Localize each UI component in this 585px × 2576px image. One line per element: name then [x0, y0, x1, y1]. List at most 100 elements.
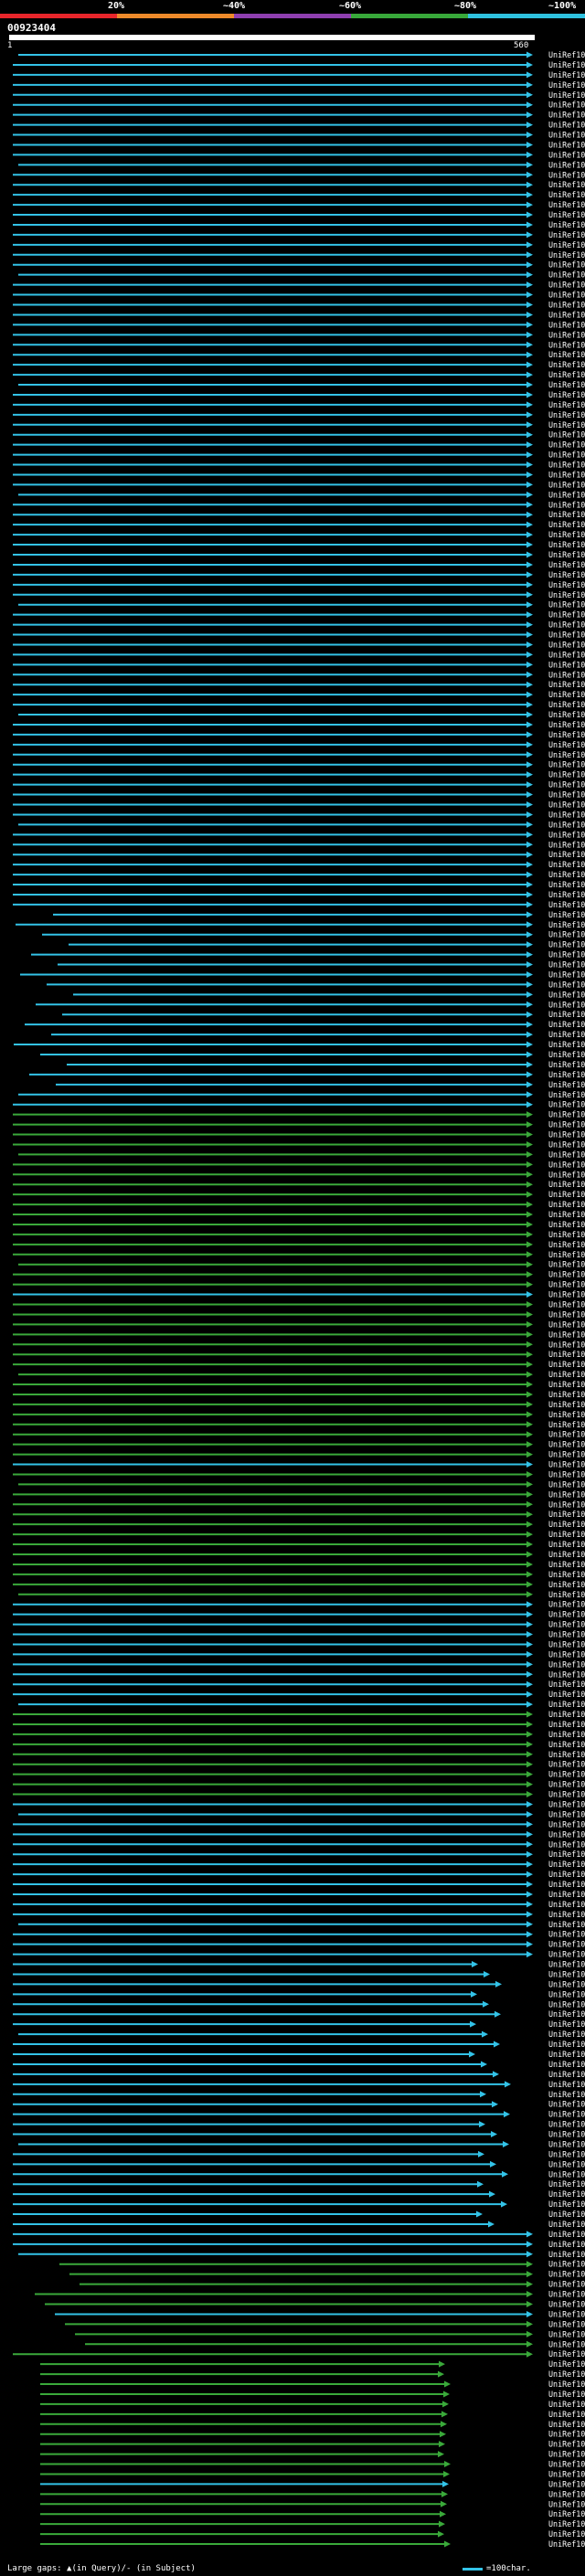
hit-label[interactable]: UniRef100_Q10786 [548, 2230, 585, 2239]
hit-label[interactable]: UniRef100_Q22546 [548, 2369, 585, 2379]
hit-label[interactable]: UniRef100_Q8RNE0 [548, 730, 585, 739]
hit-label[interactable]: UniRef100_Q04450 [548, 430, 585, 440]
hit-label[interactable]: UniRef100_B6RM29 [548, 2300, 585, 2309]
hit-label[interactable]: UniRef100_A9NM11 [548, 1720, 585, 1729]
hit-label[interactable]: UniRef100_Q9ZSS0 [548, 1819, 585, 1829]
hit-label[interactable]: UniRef100_A8XP95 [548, 1350, 585, 1359]
hit-label[interactable]: UniRef100_Q42915 [548, 1020, 585, 1029]
hit-label[interactable]: UniRef100_P9HU12 [548, 2220, 585, 2229]
hit-label[interactable]: UniRef100_Q84NG4 [548, 1080, 585, 1089]
hit-label[interactable]: UniRef100_P10797 [548, 230, 585, 239]
hit-label[interactable]: UniRef100_A9NQ48 [548, 2450, 585, 2459]
hit-label[interactable]: UniRef100_Q9SW02 [548, 1489, 585, 1499]
hit-label[interactable]: UniRef100_P07089 [548, 1090, 585, 1099]
hit-label[interactable]: UniRef100_P00875 [548, 451, 585, 460]
hit-label[interactable]: UniRef100_A8XP21 [548, 1390, 585, 1399]
hit-label[interactable]: UniRef100_A9YTZ9 [548, 770, 585, 779]
hit-label[interactable]: UniRef100_B6RH34 [548, 2339, 585, 2348]
hit-label[interactable]: UniRef100_P19300 [548, 1370, 585, 1379]
hit-label[interactable]: UniRef100_P37180 [548, 1100, 585, 1109]
hit-label[interactable]: UniRef100_A1YN03 [548, 570, 585, 579]
hit-label[interactable]: UniRef100_Q49131 [548, 2479, 585, 2488]
hit-label[interactable]: UniRef100_Q9SEB8 [548, 210, 585, 219]
hit-label[interactable]: UniRef100_Q9SDY9 [548, 1829, 585, 1839]
hit-label[interactable]: UniRef100_Q39747 [548, 990, 585, 999]
hit-label[interactable]: UniRef100_Q48555 [548, 1150, 585, 1159]
hit-label[interactable]: UniRef100_Q9SWR0 [548, 1710, 585, 1719]
hit-label[interactable]: UniRef100_Q6TLY2 [548, 170, 585, 179]
hit-label[interactable]: UniRef100_Q9ZWG1 [548, 1989, 585, 1998]
hit-label[interactable]: UniRef100_Q16525 [548, 1250, 585, 1259]
hit-label[interactable]: UniRef100_P08135 [548, 640, 585, 649]
hit-label[interactable]: UniRef100_Q9ZS52 [548, 1850, 585, 1859]
hit-label[interactable]: UniRef100_Q40004 [548, 1469, 585, 1479]
hit-label[interactable]: UniRef100_P07129 [548, 560, 585, 569]
hit-label[interactable]: UniRef100_P69250 [548, 690, 585, 699]
hit-label[interactable]: UniRef100_Q9ZWE7 [548, 1560, 585, 1569]
hit-label[interactable]: UniRef100_Q38793 [548, 2390, 585, 2399]
hit-label[interactable]: UniRef100_A9PJN7 [548, 1130, 585, 1140]
hit-label[interactable]: UniRef100_P22433 [548, 520, 585, 529]
hit-label[interactable]: UniRef100_P16032 [548, 620, 585, 630]
hit-label[interactable]: UniRef100_Q10791 [548, 2159, 585, 2168]
hit-label[interactable]: UniRef100_A9NML5 [548, 1659, 585, 1669]
hit-label[interactable]: UniRef100_Q2PW45 [548, 2410, 585, 2419]
hit-label[interactable]: UniRef100_P00868 [548, 1230, 585, 1239]
hit-label[interactable]: UniRef100_Q9SZN0 [548, 2120, 585, 2129]
hit-label[interactable]: UniRef100_Q36688 [548, 1700, 585, 1709]
hit-label[interactable]: UniRef100_Q9XGB5 [548, 1110, 585, 1119]
hit-label[interactable]: UniRef100_A9NLQ6 [548, 1450, 585, 1459]
hit-label[interactable]: UniRef100_Q9SW06 [548, 1600, 585, 1609]
hit-label[interactable]: UniRef100_P19311 [548, 1320, 585, 1329]
hit-label[interactable]: UniRef100_P10796 [548, 150, 585, 159]
hit-label[interactable]: UniRef100_P10798 [548, 220, 585, 229]
hit-label[interactable]: UniRef100_Q40250 [548, 350, 585, 359]
hit-label[interactable]: UniRef100_A9NQS2 [548, 2499, 585, 2508]
hit-label[interactable]: UniRef100_Q9SDY6 [548, 1910, 585, 1919]
hit-label[interactable]: UniRef100_Q10624 [548, 1180, 585, 1189]
hit-label[interactable]: UniRef100_Q9SWQ5 [548, 1540, 585, 1549]
hit-label[interactable]: UniRef100_C0PQ59 [548, 1430, 585, 1439]
hit-label[interactable]: UniRef100_Q9NZ05 [548, 2380, 585, 2389]
hit-label[interactable]: UniRef100_Q5ZP97 [548, 1260, 585, 1269]
hit-label[interactable]: UniRef100_A7LIT5 [548, 631, 585, 640]
hit-label[interactable]: UniRef100_P04714 [548, 930, 585, 939]
hit-label[interactable]: UniRef100_Q9ZWN4 [548, 1790, 585, 1799]
hit-label[interactable]: UniRef100_P22025 [548, 760, 585, 769]
hit-label[interactable]: UniRef100_Q9SZE9 [548, 1570, 585, 1579]
hit-label[interactable]: UniRef100_Q42516 [548, 1120, 585, 1129]
hit-label[interactable]: UniRef100_Q7QHJ0 [548, 1420, 585, 1429]
hit-label[interactable]: UniRef100_B1PLN9 [548, 1070, 585, 1079]
hit-label[interactable]: UniRef100_A9NR29 [548, 1440, 585, 1449]
hit-label[interactable]: UniRef100_Q83VL2 [548, 260, 585, 270]
hit-label[interactable]: UniRef100_Q2DTJ7 [548, 2040, 585, 2049]
hit-label[interactable]: UniRef100_Q9FEE4 [548, 1839, 585, 1849]
hit-label[interactable]: UniRef100_P26573 [548, 710, 585, 719]
hit-label[interactable]: UniRef100_Q39696 [548, 360, 585, 369]
hit-label[interactable]: UniRef100_Q41373 [548, 2400, 585, 2409]
hit-label[interactable]: UniRef100_Q9SPX9 [548, 1940, 585, 1949]
hit-label[interactable]: UniRef100_Q84F16 [548, 121, 585, 130]
hit-label[interactable]: UniRef100_Q9FXZ4 [548, 1920, 585, 1929]
hit-label[interactable]: UniRef100_Q39746 [548, 590, 585, 599]
hit-label[interactable]: UniRef100_Q96360 [548, 2529, 585, 2539]
hit-label[interactable]: UniRef100_Q9SW01 [548, 1930, 585, 1939]
hit-label[interactable]: UniRef100_A9PHD1 [548, 390, 585, 399]
hit-label[interactable]: UniRef100_Q9SNZ6 [548, 1870, 585, 1879]
hit-label[interactable]: UniRef100_Q9ZR56 [548, 1680, 585, 1689]
hit-label[interactable]: UniRef100_Q41351 [548, 850, 585, 859]
hit-label[interactable]: UniRef100_Q8GRJ7 [548, 320, 585, 329]
hit-label[interactable]: UniRef100_Q24045 [548, 1220, 585, 1229]
hit-label[interactable]: UniRef100_Q39836 [548, 190, 585, 199]
hit-label[interactable]: UniRef100_Q10785 [548, 2100, 585, 2109]
hit-label[interactable]: UniRef100_P19309 [548, 1770, 585, 1779]
hit-label[interactable]: UniRef100_Q9SZ07 [548, 1580, 585, 1589]
hit-label[interactable]: UniRef100_Q9SW04 [548, 1590, 585, 1599]
hit-label[interactable]: UniRef100_P24007 [548, 340, 585, 349]
hit-label[interactable]: UniRef100_A2Z3Q0 [548, 2260, 585, 2269]
hit-label[interactable]: UniRef100_Q24574 [548, 2359, 585, 2369]
hit-label[interactable]: UniRef100_Q2DTJ7 [548, 2019, 585, 2029]
hit-label[interactable]: UniRef100_Q62986 [548, 400, 585, 409]
hit-label[interactable]: UniRef100_Q9S793 [548, 2430, 585, 2439]
hit-label[interactable]: UniRef100_A0N149 [548, 2319, 585, 2328]
